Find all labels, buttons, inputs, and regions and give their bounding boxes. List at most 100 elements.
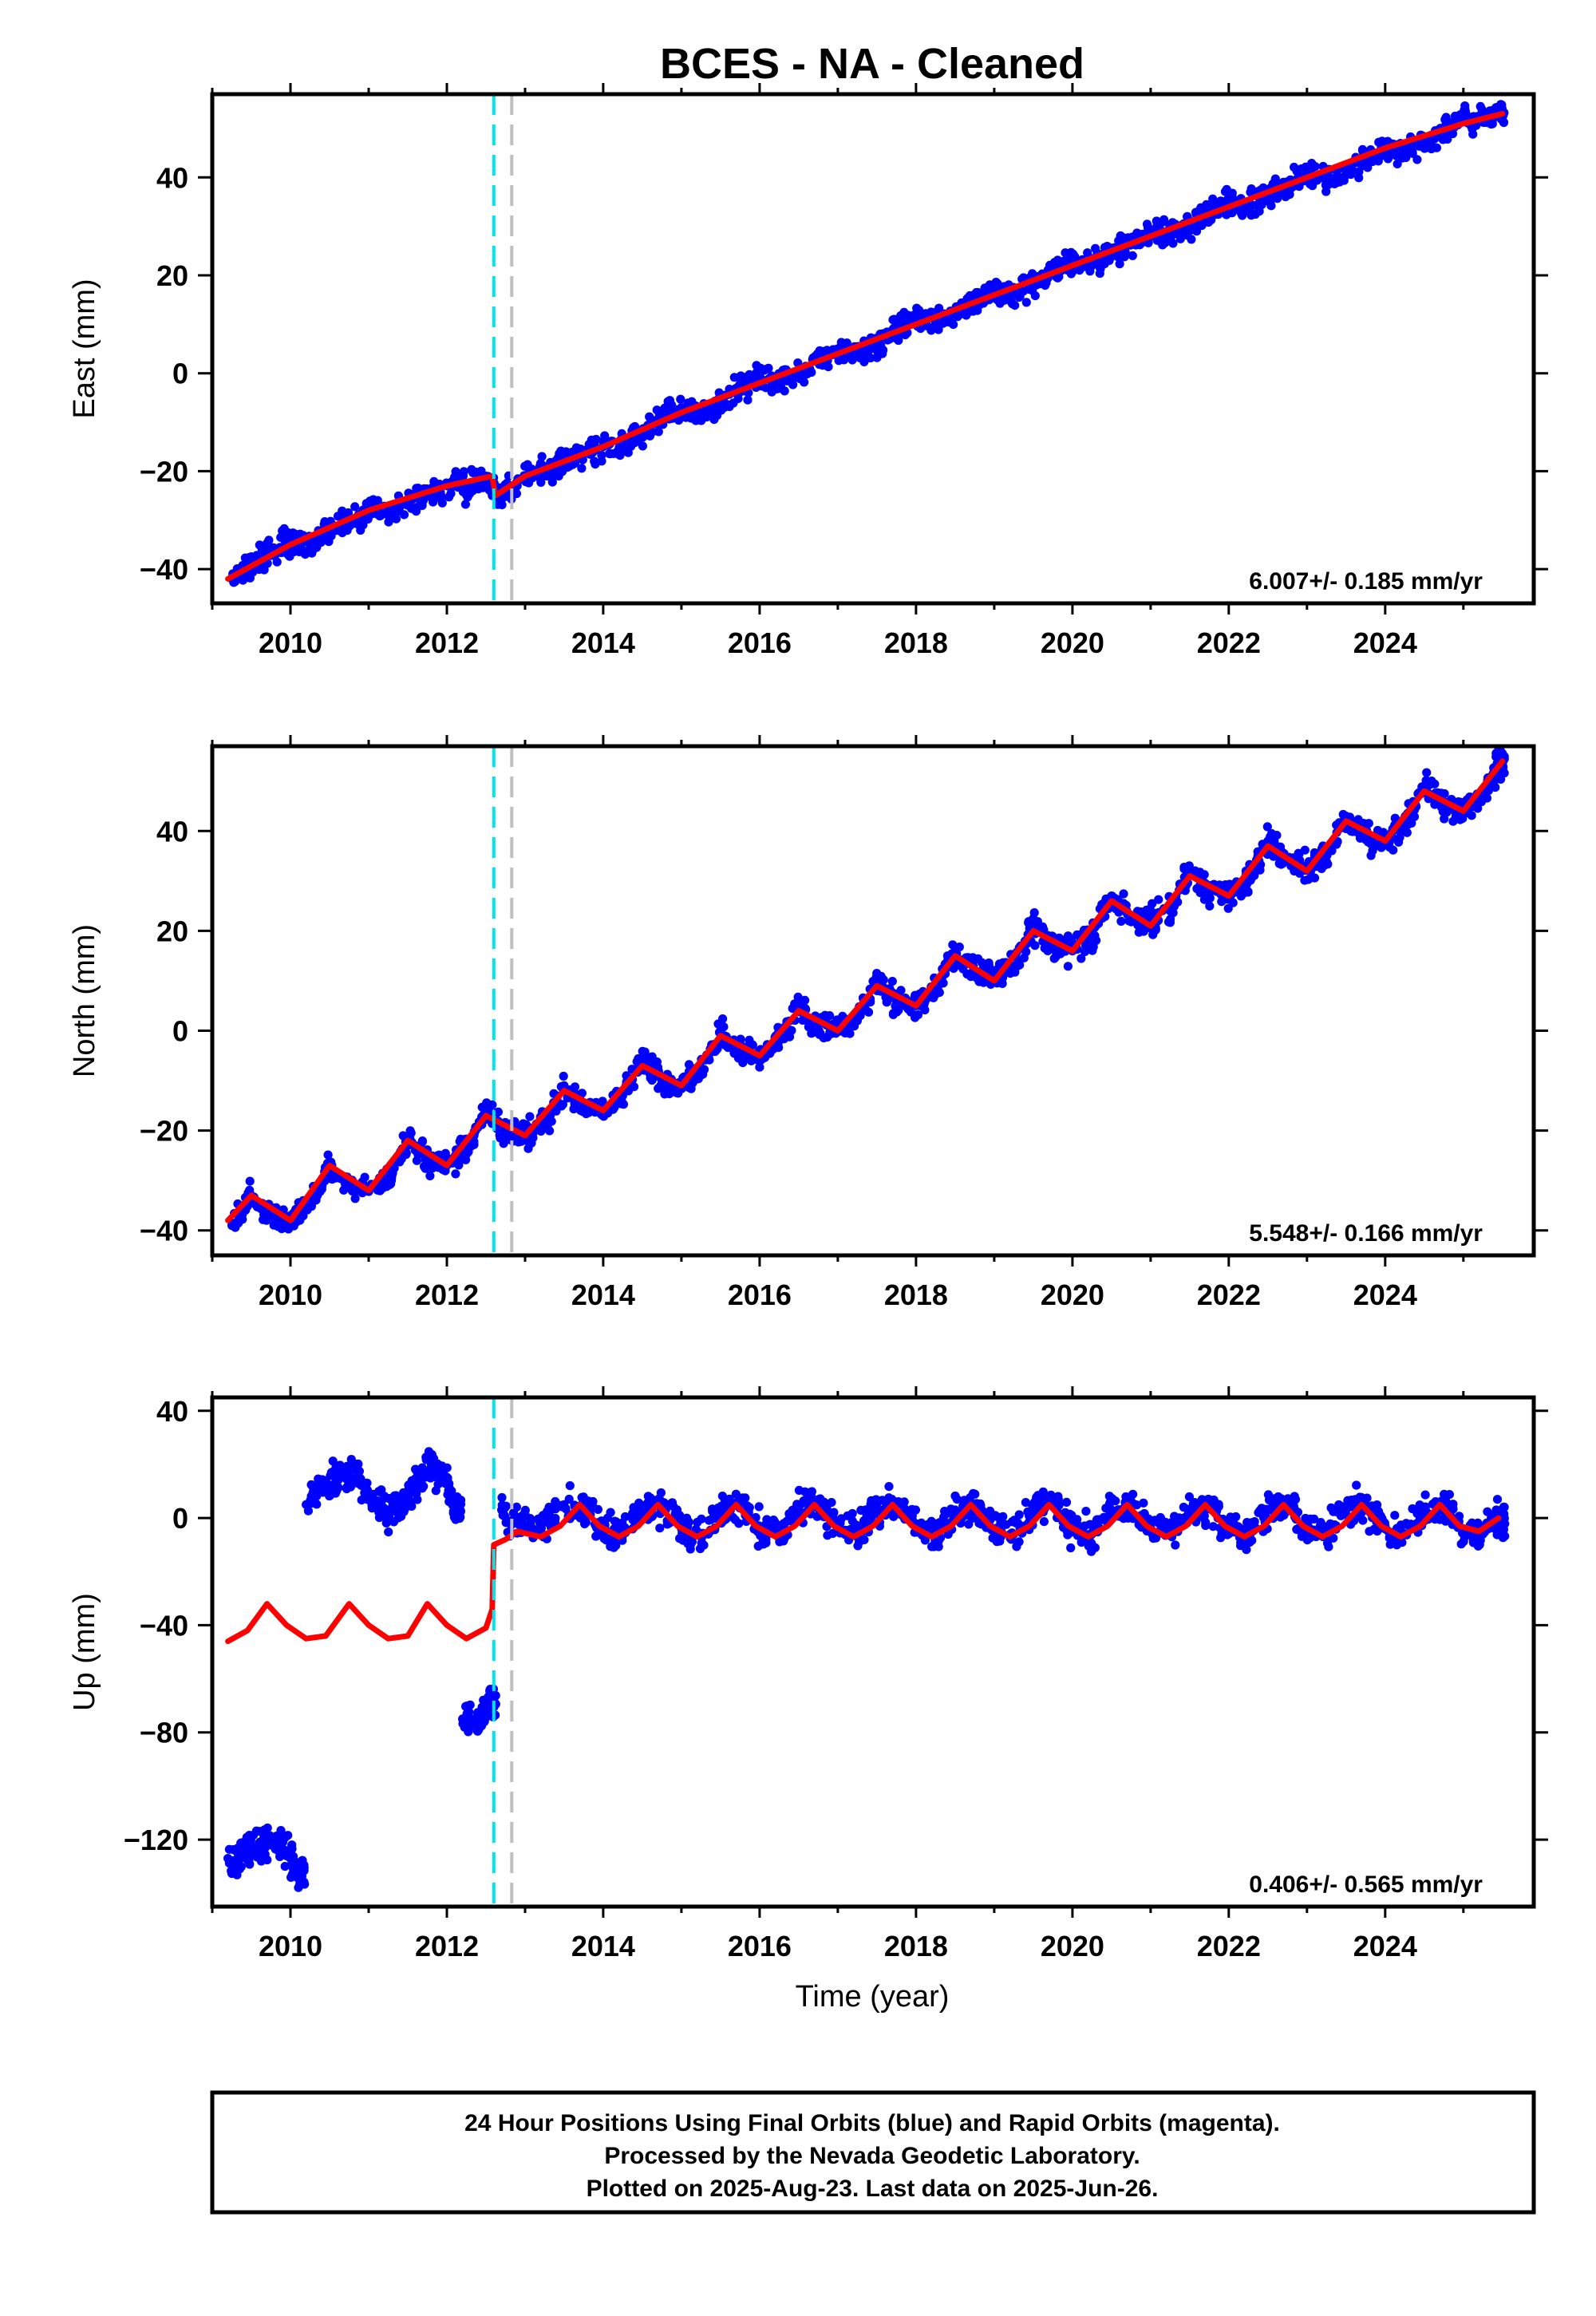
position-point — [1207, 215, 1216, 225]
y-tick-label: 40 — [156, 815, 188, 848]
position-point — [1009, 1516, 1019, 1525]
position-point — [600, 431, 610, 441]
position-point — [1156, 1513, 1165, 1524]
position-point — [425, 1171, 435, 1180]
position-point — [761, 1535, 771, 1544]
position-point — [561, 1504, 571, 1514]
position-point — [662, 1520, 672, 1529]
position-point — [915, 308, 925, 318]
position-point — [646, 1073, 655, 1083]
position-point — [465, 1700, 475, 1709]
position-point — [465, 488, 475, 498]
position-point — [295, 1215, 305, 1225]
position-point — [899, 307, 909, 317]
position-point — [655, 1524, 665, 1533]
position-point — [564, 1494, 574, 1504]
position-point — [590, 456, 599, 466]
position-point — [705, 1515, 716, 1524]
position-point — [1226, 191, 1235, 200]
position-point — [264, 536, 274, 545]
position-point — [235, 1864, 244, 1874]
position-point — [342, 1469, 351, 1479]
x-tick-label: 2014 — [571, 626, 635, 659]
x-tick-label: 2024 — [1353, 1279, 1417, 1311]
position-point — [416, 1481, 425, 1491]
position-point — [563, 463, 572, 472]
position-point — [1374, 137, 1384, 147]
position-point — [1275, 1512, 1286, 1522]
position-point — [1060, 935, 1069, 945]
position-point — [1174, 1516, 1183, 1527]
position-point — [1108, 891, 1117, 901]
position-point — [1152, 220, 1162, 230]
position-point — [333, 1472, 342, 1481]
position-point — [1310, 162, 1320, 172]
position-point — [464, 1147, 473, 1156]
position-point — [723, 1041, 733, 1051]
position-point — [464, 1707, 474, 1717]
position-point — [1039, 1493, 1049, 1503]
position-point — [1039, 1517, 1049, 1527]
plot-frame — [210, 744, 1536, 1258]
position-point — [536, 1524, 547, 1533]
position-point — [289, 1856, 298, 1865]
y-axis-label: East (mm) — [68, 279, 101, 418]
position-point — [1468, 129, 1478, 139]
position-point — [1284, 186, 1294, 196]
position-point — [1440, 788, 1449, 799]
position-point — [815, 346, 824, 356]
chart-title: BCES - NA - Cleaned — [660, 40, 1084, 88]
position-point — [1197, 221, 1207, 231]
position-point — [1448, 816, 1458, 826]
position-point — [859, 1535, 869, 1544]
position-point — [866, 353, 875, 363]
position-point — [477, 1702, 487, 1712]
position-point — [413, 1495, 422, 1504]
x-tick-label: 2016 — [728, 1279, 792, 1311]
position-point — [295, 1879, 305, 1888]
x-tick-label: 2024 — [1353, 626, 1417, 659]
position-point — [884, 1493, 894, 1503]
position-point — [537, 452, 547, 461]
position-point — [543, 1120, 552, 1131]
y-tick-label: −20 — [140, 1115, 188, 1148]
position-point — [1010, 301, 1020, 310]
x-tick-label: 2020 — [1041, 1279, 1104, 1311]
position-point — [1273, 194, 1282, 204]
position-point — [1126, 917, 1136, 927]
position-point — [1430, 779, 1440, 788]
position-point — [1321, 857, 1331, 867]
position-point — [444, 1479, 454, 1488]
panel-north-mm: 2010 2012 2014 2016 2018 2020 2022 2024−40−2002… — [68, 735, 1548, 1311]
position-point — [923, 1520, 933, 1529]
position-point — [227, 1857, 237, 1867]
position-point — [1108, 1494, 1117, 1504]
position-point — [920, 1535, 930, 1545]
position-point — [1321, 187, 1331, 196]
position-point — [243, 1856, 253, 1866]
position-point — [539, 1511, 548, 1520]
x-tick-label: 2010 — [259, 626, 322, 659]
position-point — [1247, 1518, 1257, 1528]
position-point — [913, 1010, 922, 1020]
position-point — [1173, 897, 1183, 907]
position-point — [1205, 901, 1215, 911]
position-point — [1190, 1498, 1199, 1508]
position-point — [352, 1472, 361, 1482]
position-point — [863, 1007, 874, 1017]
position-point — [577, 1089, 587, 1098]
position-point — [686, 1084, 696, 1093]
position-point — [1092, 1516, 1101, 1526]
position-point — [386, 1504, 396, 1514]
position-point — [247, 1841, 256, 1851]
position-point — [1148, 899, 1157, 908]
position-point — [569, 1104, 579, 1114]
position-point — [283, 1831, 293, 1840]
position-point — [970, 1489, 980, 1499]
position-point — [1473, 804, 1483, 813]
position-point — [1335, 173, 1345, 184]
position-point — [446, 488, 456, 499]
position-point — [412, 484, 421, 493]
position-point — [697, 1069, 707, 1078]
position-point — [384, 1528, 393, 1537]
